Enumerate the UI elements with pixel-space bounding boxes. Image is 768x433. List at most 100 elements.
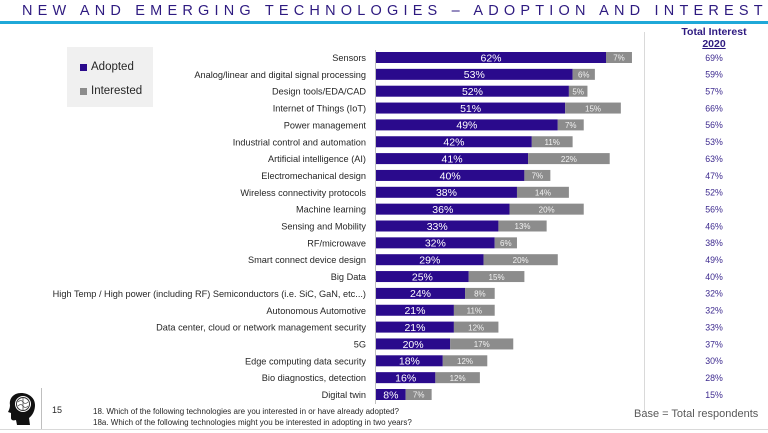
total-interest-value: 46% [705, 221, 723, 231]
data-label-adopted: 8% [383, 389, 398, 401]
legend-swatch-interested [80, 87, 87, 95]
bar-adopted [376, 52, 606, 63]
category-label: Machine learning [296, 205, 366, 215]
data-label-interested: 11% [544, 138, 559, 147]
data-label-interested: 7% [532, 172, 544, 181]
legend-item-interested: Interested [80, 85, 142, 97]
total-interest-value: 37% [705, 339, 723, 349]
footer-divider [41, 388, 42, 430]
category-label: High Temp / High power (including RF) Se… [53, 289, 366, 299]
data-label-interested: 6% [500, 239, 512, 248]
bar-interested [572, 68, 595, 80]
data-label-interested: 20% [539, 205, 555, 214]
bar-interested [450, 338, 514, 350]
data-label-adopted: 32% [425, 238, 446, 250]
bar-interested [453, 304, 495, 316]
bar-adopted [376, 254, 484, 266]
category-label: Digital twin [322, 390, 366, 400]
total-interest-value: 15% [705, 390, 723, 400]
bar-interested [435, 372, 480, 384]
data-label-adopted: 53% [464, 69, 485, 81]
bar-adopted [376, 102, 566, 114]
bar-interested [498, 220, 547, 232]
base-note: Base = Total respondents [634, 408, 759, 420]
bar-interested [524, 169, 551, 181]
bar-adopted [376, 372, 436, 384]
category-label: Data center, cloud or network management… [156, 323, 366, 333]
data-label-interested: 8% [474, 290, 486, 299]
total-interest-value: 57% [705, 87, 723, 97]
data-label-interested: 7% [413, 391, 425, 400]
legend-item-adopted: Adopted [80, 61, 134, 73]
bar-interested [468, 271, 525, 283]
data-label-interested: 15% [585, 104, 601, 113]
data-label-interested: 12% [450, 374, 466, 383]
bar-adopted [376, 389, 406, 400]
bar-adopted [376, 203, 510, 215]
chart-legend: Adopted Interested [67, 47, 153, 107]
data-label-interested: 12% [468, 323, 484, 332]
bar-adopted [376, 338, 451, 350]
data-label-adopted: 36% [432, 204, 453, 216]
total-interest-value: 49% [705, 255, 723, 265]
bar-adopted [376, 304, 454, 316]
data-label-adopted: 16% [395, 372, 416, 384]
bar-interested [509, 203, 584, 215]
total-interest-header-line1: Total Interest [681, 26, 747, 38]
data-label-interested: 13% [515, 222, 531, 231]
data-label-adopted: 49% [456, 120, 477, 132]
total-interest-value: 56% [705, 204, 723, 214]
bar-interested [557, 119, 584, 131]
category-label: Artificial intelligence (AI) [268, 154, 366, 164]
category-label: Big Data [331, 272, 367, 282]
legend-swatch-adopted [80, 63, 87, 71]
total-interest-value: 53% [705, 137, 723, 147]
category-label: Autonomous Automotive [266, 306, 366, 316]
data-label-interested: 7% [565, 121, 577, 130]
bar-adopted [376, 136, 532, 148]
data-label-adopted: 62% [480, 52, 501, 64]
data-label-interested: 17% [474, 340, 490, 349]
total-interest-value: 32% [705, 289, 723, 299]
bar-interested [565, 102, 621, 114]
bar-interested [528, 153, 610, 165]
data-label-adopted: 52% [462, 86, 483, 98]
legend-label-adopted: Adopted [91, 61, 134, 73]
total-interest-value: 40% [705, 272, 723, 282]
total-interest-value: 69% [705, 53, 723, 63]
data-label-adopted: 42% [443, 137, 464, 149]
category-label: Edge computing data security [245, 356, 366, 366]
brain-head-icon [8, 393, 35, 425]
title-rule [0, 21, 768, 24]
bar-adopted [376, 220, 499, 232]
bar-interested [483, 254, 558, 266]
data-label-interested: 11% [467, 306, 482, 315]
data-label-adopted: 38% [436, 187, 457, 199]
category-label: Sensors [332, 53, 366, 63]
total-interest-value: 66% [705, 103, 723, 113]
total-interest-value: 30% [705, 356, 723, 366]
category-label: Design tools/EDA/CAD [272, 87, 366, 97]
data-label-interested: 20% [513, 256, 529, 265]
footer-rule [0, 429, 768, 430]
total-interest-value: 47% [705, 171, 723, 181]
category-axis-line [375, 50, 376, 404]
bar-adopted [376, 355, 443, 367]
total-interest-divider [644, 32, 645, 412]
total-interest-value: 28% [705, 373, 723, 383]
data-label-adopted: 33% [427, 221, 448, 233]
bar-adopted [376, 119, 558, 131]
data-label-adopted: 18% [399, 356, 420, 368]
category-label: 5G [354, 339, 366, 349]
data-label-interested: 6% [578, 71, 590, 80]
category-label: Smart connect device design [248, 255, 366, 265]
total-interest-header: Total Interest 2020 [666, 26, 762, 50]
bar-adopted [376, 237, 495, 249]
data-label-interested: 15% [489, 273, 505, 282]
data-label-interested: 7% [613, 54, 625, 63]
data-label-adopted: 51% [460, 103, 481, 115]
question-18: 18. Which of the following technologies … [93, 407, 399, 416]
data-label-interested: 22% [561, 155, 577, 164]
bar-interested [453, 321, 499, 333]
